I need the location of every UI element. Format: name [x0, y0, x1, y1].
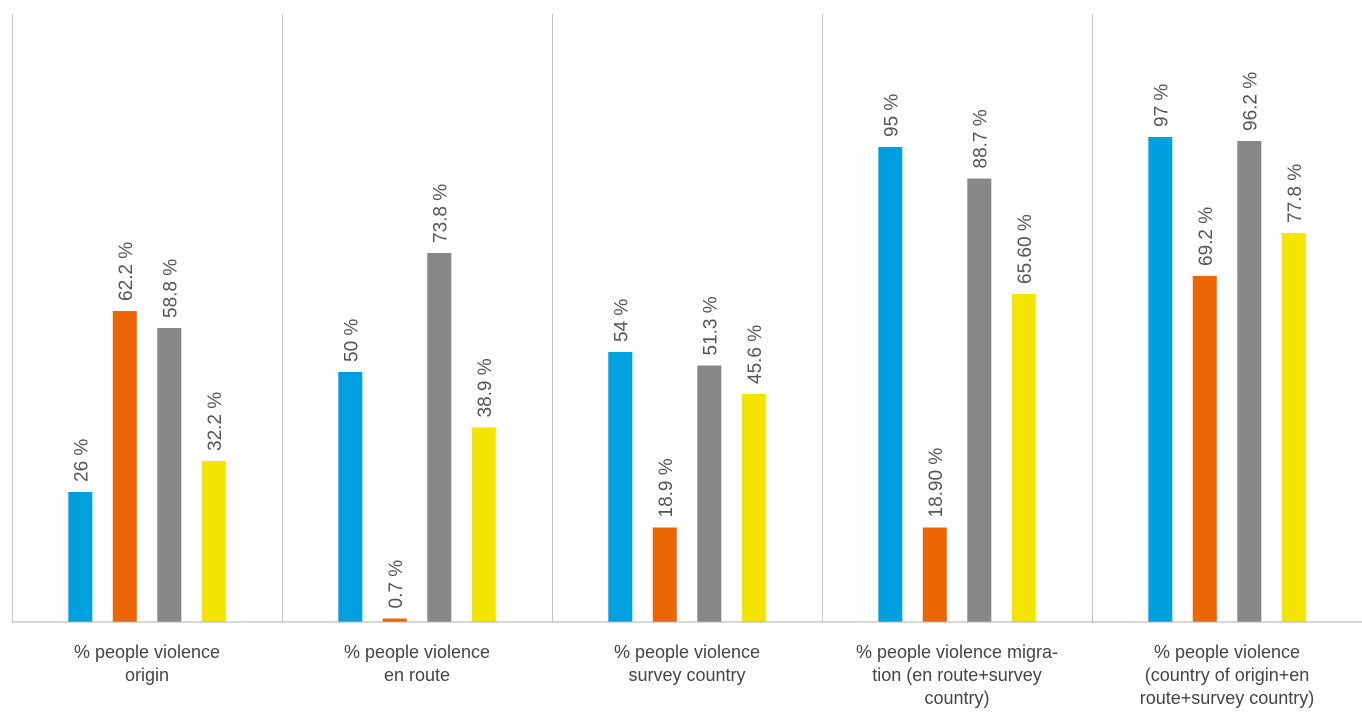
- value-label: 0.7 %: [386, 560, 407, 609]
- bar: [427, 253, 452, 622]
- value-label: 18.9 %: [656, 458, 677, 517]
- value-label: 38.9 %: [475, 358, 496, 417]
- value-label: 58.8 %: [160, 259, 181, 318]
- category-label: % people violence migra-tion (en route+s…: [842, 641, 1072, 710]
- category-label-line: tion (en route+survey: [872, 665, 1042, 685]
- category-label-line: origin: [124, 665, 170, 685]
- category-label-line: % people violence: [1153, 642, 1301, 662]
- category-label: % people violence survey country: [572, 641, 802, 687]
- category-label: % people violence (country of origin+en ro…: [1112, 641, 1342, 710]
- category-label-line: route+survey country): [1139, 688, 1315, 708]
- value-label: 69.2 %: [1196, 207, 1217, 266]
- value-label: 65.60 %: [1015, 214, 1036, 284]
- group-dividers: [12, 14, 1093, 622]
- value-label: 54 %: [611, 299, 632, 342]
- bar: [697, 365, 722, 622]
- category-label-line: % people violence migra-: [855, 642, 1059, 662]
- category-label: % people violence en route: [302, 641, 532, 687]
- bar: [652, 527, 677, 622]
- bar: [201, 461, 226, 622]
- bar: [112, 311, 137, 622]
- value-labels: 26 % 50 % 54 % 95 % 97 % 62.2 % 0.7 % 18.9 % 18.…: [71, 72, 1306, 609]
- value-label: 32.2 %: [205, 392, 226, 451]
- bar: [922, 527, 947, 622]
- bar: [1237, 141, 1262, 622]
- value-label: 73.8 %: [430, 184, 451, 243]
- value-label: 96.2 %: [1240, 72, 1261, 131]
- bar: [608, 352, 633, 622]
- category-label: % people violence origin: [32, 641, 262, 687]
- bar: [741, 394, 766, 622]
- category-label-line: survey country: [628, 665, 746, 685]
- category-label-line: en route: [383, 665, 451, 685]
- bar: [878, 147, 903, 622]
- value-label: 62.2 %: [116, 242, 137, 301]
- value-label: 18.90 %: [926, 448, 947, 518]
- bar: [471, 427, 496, 622]
- bar: [967, 178, 992, 622]
- category-label-line: country): [924, 688, 990, 708]
- value-label: 50 %: [341, 319, 362, 362]
- bar: [1192, 276, 1217, 622]
- value-label: 95 %: [881, 94, 902, 137]
- value-label: 88.7 %: [970, 109, 991, 168]
- value-label: 97 %: [1151, 84, 1172, 127]
- bar: [68, 492, 93, 622]
- bars: [68, 137, 1306, 622]
- category-label-line: % people violence: [343, 642, 491, 662]
- bar: [1281, 233, 1306, 622]
- category-label-line: % people violence: [613, 642, 761, 662]
- bar: [157, 328, 182, 622]
- value-label: 45.6 %: [745, 325, 766, 384]
- bar: [382, 618, 407, 622]
- value-label: 51.3 %: [700, 296, 721, 355]
- category-label-line: (country of origin+en: [1144, 665, 1310, 685]
- bar: [1011, 294, 1036, 622]
- bar: [1148, 137, 1173, 622]
- category-label-line: % people violence: [73, 642, 221, 662]
- value-label: 26 %: [71, 439, 92, 482]
- bar: [338, 372, 363, 622]
- value-label: 77.8 %: [1285, 164, 1306, 223]
